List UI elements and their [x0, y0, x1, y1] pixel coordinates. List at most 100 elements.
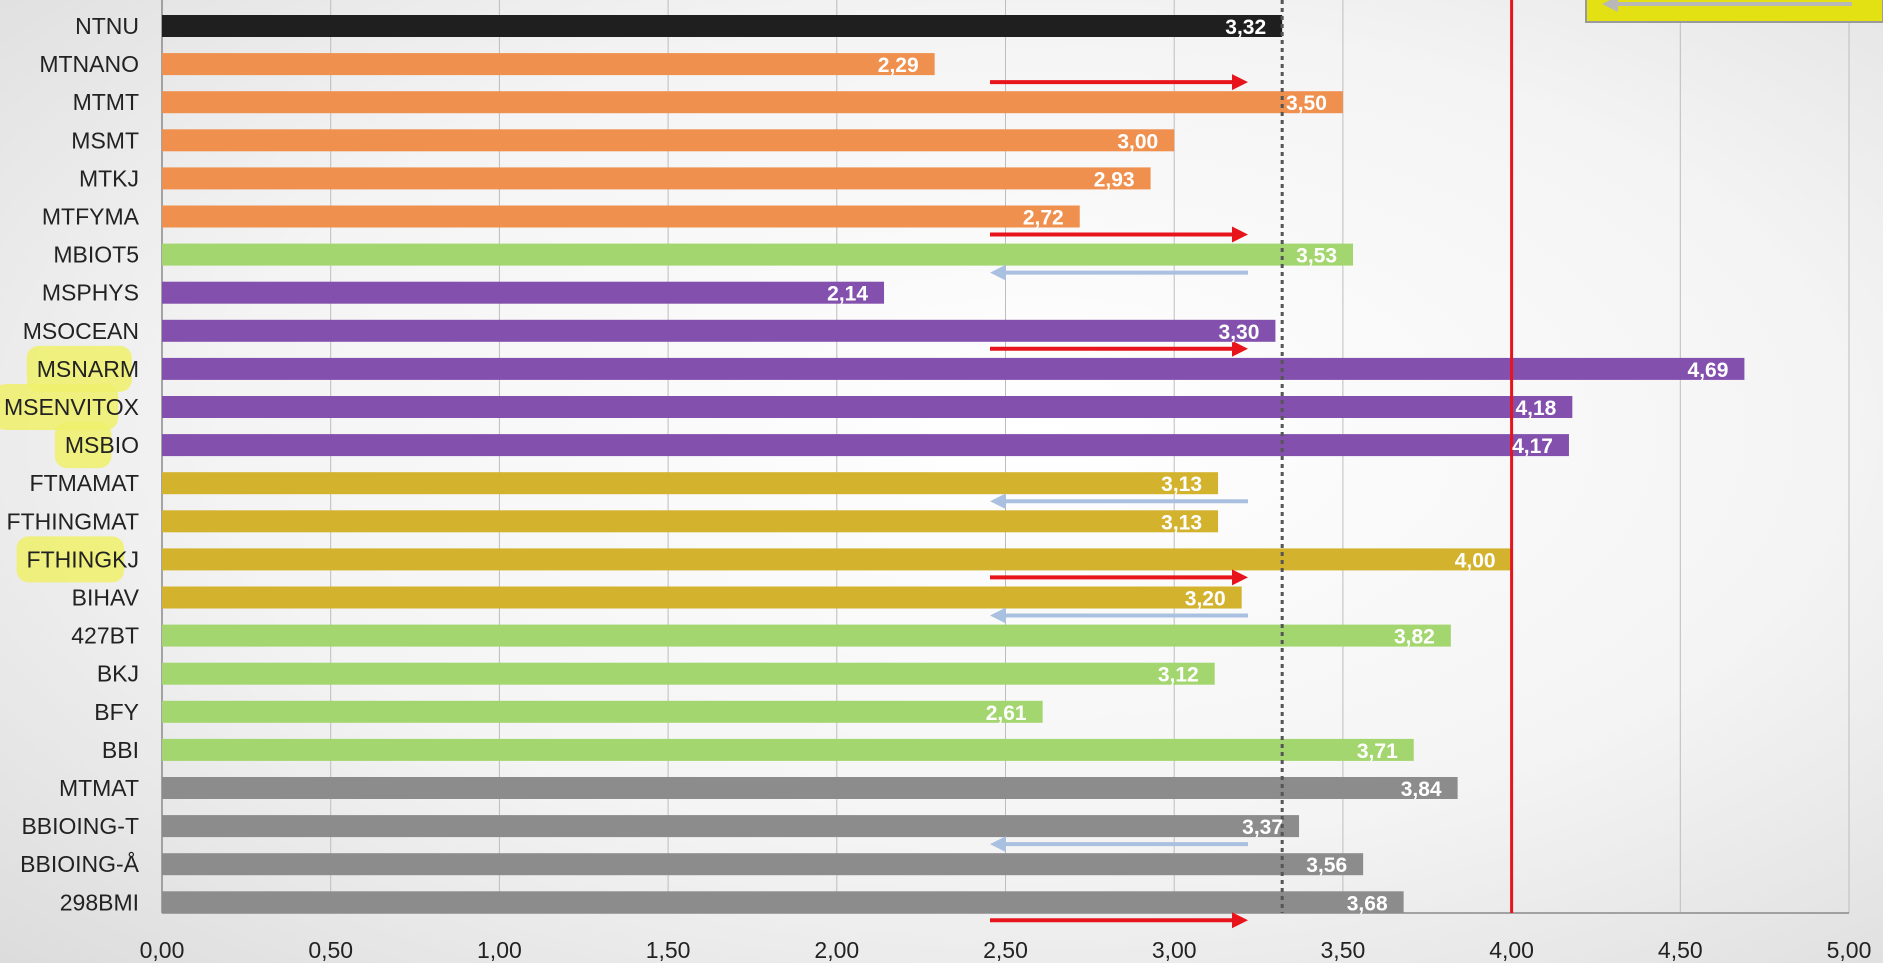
x-tick-label: 0,50: [308, 937, 353, 963]
category-label: MTFYMA: [42, 204, 140, 230]
arrow-right-head: [1232, 74, 1248, 91]
bar: [162, 738, 1414, 761]
value-label: 3,30: [1219, 321, 1260, 344]
x-tick-label: 3,50: [1321, 937, 1366, 963]
arrow-left-head: [990, 493, 1006, 510]
value-label: 3,20: [1185, 588, 1226, 611]
highlighter-mark: [16, 536, 125, 583]
bar: [162, 700, 1043, 723]
category-label: NTNU: [75, 13, 139, 39]
bar: [162, 662, 1215, 685]
bar: [162, 815, 1300, 838]
bar: [162, 891, 1404, 914]
category-label: BBI: [102, 737, 139, 763]
category-label: BBIOING-Å: [20, 850, 140, 877]
x-tick-label: 4,00: [1489, 937, 1534, 963]
bar: [162, 853, 1364, 876]
value-label: 3,53: [1296, 245, 1337, 268]
value-label: 4,18: [1515, 397, 1556, 420]
x-tick-label: 1,50: [646, 937, 691, 963]
bar: [162, 510, 1219, 533]
x-tick-label: 4,50: [1658, 937, 1703, 963]
arrow-left-head: [990, 607, 1006, 624]
highlighter-mark: [0, 384, 119, 430]
x-tick-label: 0,00: [140, 937, 185, 963]
bar: [162, 129, 1175, 152]
bar: [162, 357, 1745, 380]
bar: [162, 777, 1458, 799]
value-label: 2,61: [986, 702, 1027, 725]
x-tick-label: 2,00: [814, 937, 859, 963]
highlighter-mark: [26, 345, 132, 392]
arrow-left-head: [990, 264, 1006, 281]
value-label: 3,56: [1306, 854, 1347, 877]
value-label: 2,72: [1023, 207, 1064, 230]
category-label: MTMAT: [59, 775, 139, 801]
value-label: 3,32: [1225, 16, 1266, 39]
arrow-right-head: [1232, 569, 1248, 586]
value-label: 3,13: [1161, 511, 1202, 534]
value-label: 3,68: [1347, 892, 1388, 915]
category-label: MTKJ: [79, 165, 139, 191]
bar: [162, 281, 885, 304]
value-label: 4,00: [1455, 549, 1496, 572]
value-label: 3,37: [1242, 816, 1283, 839]
category-label: MSNARM: [37, 356, 139, 382]
bars: [162, 15, 1745, 914]
value-label: 2,93: [1094, 168, 1135, 191]
bar: [162, 472, 1219, 495]
bar: [162, 53, 935, 76]
category-label: MSBIO: [65, 432, 139, 458]
arrow-right-head: [1232, 226, 1248, 243]
category-label: FTMAMAT: [30, 470, 139, 496]
arrow-right-head: [1232, 340, 1248, 357]
bar: [162, 548, 1512, 571]
category-label: MBIOT5: [53, 242, 139, 268]
x-tick-label: 5,00: [1827, 937, 1872, 963]
category-labels: NTNU MTNANO MTMT MSMT MTKJ MTFYMA MBIOT5 MSPHYS…: [0, 13, 140, 915]
bar: [162, 319, 1276, 342]
bar: [162, 243, 1354, 266]
reference-lines: [1280, 0, 1514, 913]
value-label: 4,17: [1512, 435, 1553, 458]
x-tick-label: 3,00: [1152, 937, 1197, 963]
category-label: MTMT: [73, 89, 139, 115]
value-label: 4,69: [1688, 359, 1729, 382]
value-label: 3,12: [1158, 664, 1199, 687]
highlighter-mark: [54, 422, 112, 469]
bar: [162, 205, 1080, 228]
bar: [162, 434, 1569, 457]
bar: [162, 15, 1283, 37]
category-label: BFY: [94, 699, 139, 725]
bar: [162, 624, 1451, 647]
value-label: 3,71: [1357, 740, 1398, 763]
category-label: MSENVITOX: [4, 394, 139, 420]
bar: [162, 396, 1573, 418]
bar: [162, 91, 1343, 114]
category-label: 298BMI: [60, 889, 139, 915]
category-label: MTNANO: [39, 51, 139, 77]
value-label: 3,00: [1117, 130, 1158, 153]
category-label: 427BT: [71, 623, 139, 649]
value-label: 3,13: [1161, 473, 1202, 496]
category-label: FTHINGKJ: [27, 546, 139, 572]
bar: [162, 167, 1151, 190]
value-label: 2,29: [878, 54, 919, 77]
value-labels: 3,32 2,29 3,50 3,00 2,93 2,72 3,53 2,14 3,30 4,69…: [827, 16, 1728, 915]
value-label: 3,50: [1286, 92, 1327, 115]
bar: [162, 586, 1242, 609]
category-label: BIHAV: [72, 585, 140, 611]
category-label: FTHINGMAT: [7, 508, 139, 534]
arrow-right-head: [1232, 912, 1248, 929]
category-label: MSOCEAN: [23, 318, 139, 344]
x-tick-label: 1,00: [477, 937, 522, 963]
annotation-arrows: [990, 74, 1248, 929]
category-label: BBIOING-T: [21, 813, 139, 839]
arrow-left-head: [990, 836, 1006, 853]
category-label: MSMT: [71, 127, 139, 153]
category-label: BKJ: [97, 661, 139, 687]
x-tick-label: 2,50: [983, 937, 1028, 963]
value-label: 2,14: [827, 283, 868, 306]
value-label: 3,84: [1401, 778, 1442, 801]
